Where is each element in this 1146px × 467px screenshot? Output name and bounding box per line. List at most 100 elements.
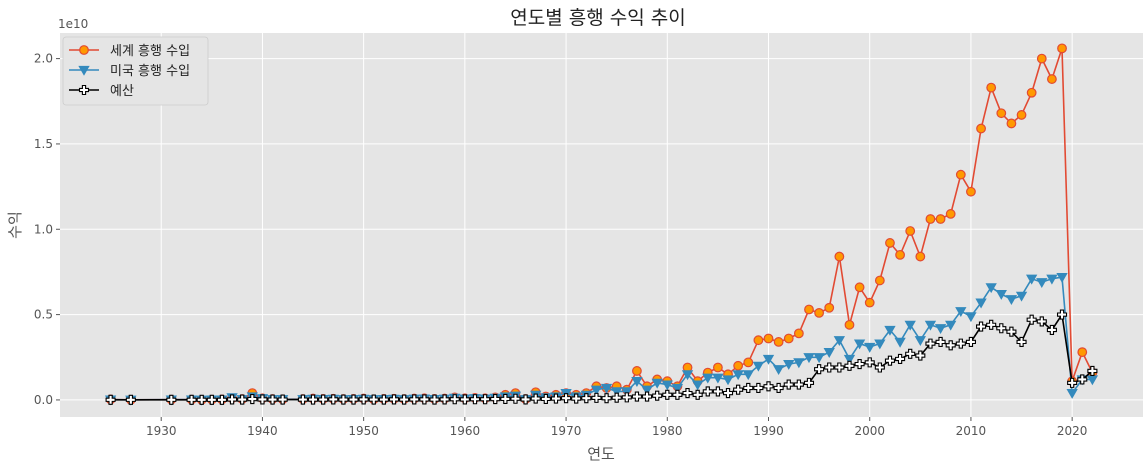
x-tick-label: 1950 — [348, 424, 379, 438]
data-point — [348, 394, 359, 405]
data-point — [844, 319, 855, 330]
data-point — [834, 362, 845, 373]
data-point — [925, 214, 936, 224]
data-point — [621, 392, 632, 403]
data-point — [449, 394, 460, 405]
data-point — [763, 333, 774, 344]
data-point — [530, 393, 541, 404]
data-point — [905, 348, 916, 359]
data-point — [955, 338, 966, 349]
data-point — [976, 321, 987, 332]
data-point — [105, 394, 116, 405]
data-point — [1016, 336, 1027, 347]
data-point — [884, 355, 896, 366]
data-point — [459, 394, 470, 405]
data-point — [894, 337, 906, 348]
data-point — [884, 325, 896, 336]
data-point — [561, 393, 572, 404]
data-point — [712, 386, 723, 397]
data-point — [1056, 272, 1068, 283]
data-point — [1057, 43, 1067, 54]
data-point — [409, 394, 420, 405]
data-point — [186, 394, 197, 405]
data-point — [702, 386, 713, 397]
y-tick-label: 1.0 — [34, 222, 53, 236]
data-point — [621, 387, 633, 398]
data-point — [874, 362, 885, 373]
data-point — [732, 370, 744, 381]
data-point — [1006, 326, 1017, 337]
data-point — [378, 394, 389, 405]
data-point — [874, 275, 885, 286]
data-point — [924, 320, 937, 331]
x-tick-label: 1970 — [551, 424, 582, 438]
data-point — [733, 360, 744, 371]
data-point — [966, 186, 976, 197]
data-point — [914, 336, 926, 347]
data-point — [691, 380, 704, 391]
data-point — [388, 394, 400, 405]
data-point — [1006, 118, 1017, 129]
data-point — [803, 353, 815, 364]
data-point — [1087, 365, 1098, 376]
data-point — [196, 394, 207, 405]
data-point — [550, 393, 562, 404]
data-point — [975, 298, 987, 309]
data-point — [277, 394, 288, 405]
data-point — [722, 388, 734, 399]
data-point — [793, 379, 804, 390]
data-point — [1066, 389, 1078, 399]
y-tick-label: 0.0 — [34, 393, 53, 407]
data-point — [864, 297, 875, 308]
data-point — [611, 392, 622, 403]
data-point — [742, 370, 754, 381]
data-point — [662, 389, 673, 400]
y-tick-label: 1.5 — [34, 137, 53, 151]
data-point — [1015, 291, 1028, 302]
y-tick-label: 2.0 — [34, 52, 53, 66]
data-point — [1047, 74, 1057, 84]
data-point — [935, 336, 946, 347]
data-point — [480, 394, 491, 405]
data-point — [864, 342, 876, 353]
data-point — [996, 108, 1007, 119]
data-point — [834, 251, 845, 262]
data-point — [824, 302, 835, 313]
data-point — [915, 350, 926, 361]
data-point — [965, 336, 976, 347]
data-point — [762, 354, 775, 365]
data-point — [419, 394, 430, 405]
data-point — [216, 394, 227, 405]
data-point — [257, 394, 268, 405]
data-point — [328, 394, 339, 405]
data-point — [1016, 110, 1027, 120]
legend-entry: 예산 — [69, 84, 134, 99]
data-point — [520, 394, 531, 405]
data-point — [985, 283, 997, 294]
data-point — [712, 362, 723, 373]
data-point — [1036, 278, 1048, 288]
data-point — [206, 394, 217, 405]
data-point — [318, 394, 329, 405]
data-point — [895, 249, 905, 260]
legend-marker — [78, 84, 90, 96]
data-point — [712, 373, 724, 384]
data-point — [773, 382, 784, 394]
data-point — [783, 359, 795, 370]
data-point — [1025, 274, 1038, 285]
y-axis-ticks: 0.0 0.5 1.0 1.5 2.0 — [34, 52, 60, 407]
data-point — [976, 123, 986, 134]
data-point — [500, 393, 511, 404]
data-point — [934, 324, 947, 335]
data-point — [1067, 377, 1078, 388]
data-point — [772, 365, 785, 376]
x-axis-title: 연도 — [587, 445, 615, 463]
data-point — [895, 353, 906, 365]
x-tick-label: 1980 — [652, 424, 683, 438]
data-point — [1026, 87, 1037, 98]
data-point — [743, 357, 754, 368]
data-point — [783, 333, 794, 344]
data-point — [368, 394, 379, 405]
legend-entry: 미국 흥행 수입 — [69, 63, 190, 79]
